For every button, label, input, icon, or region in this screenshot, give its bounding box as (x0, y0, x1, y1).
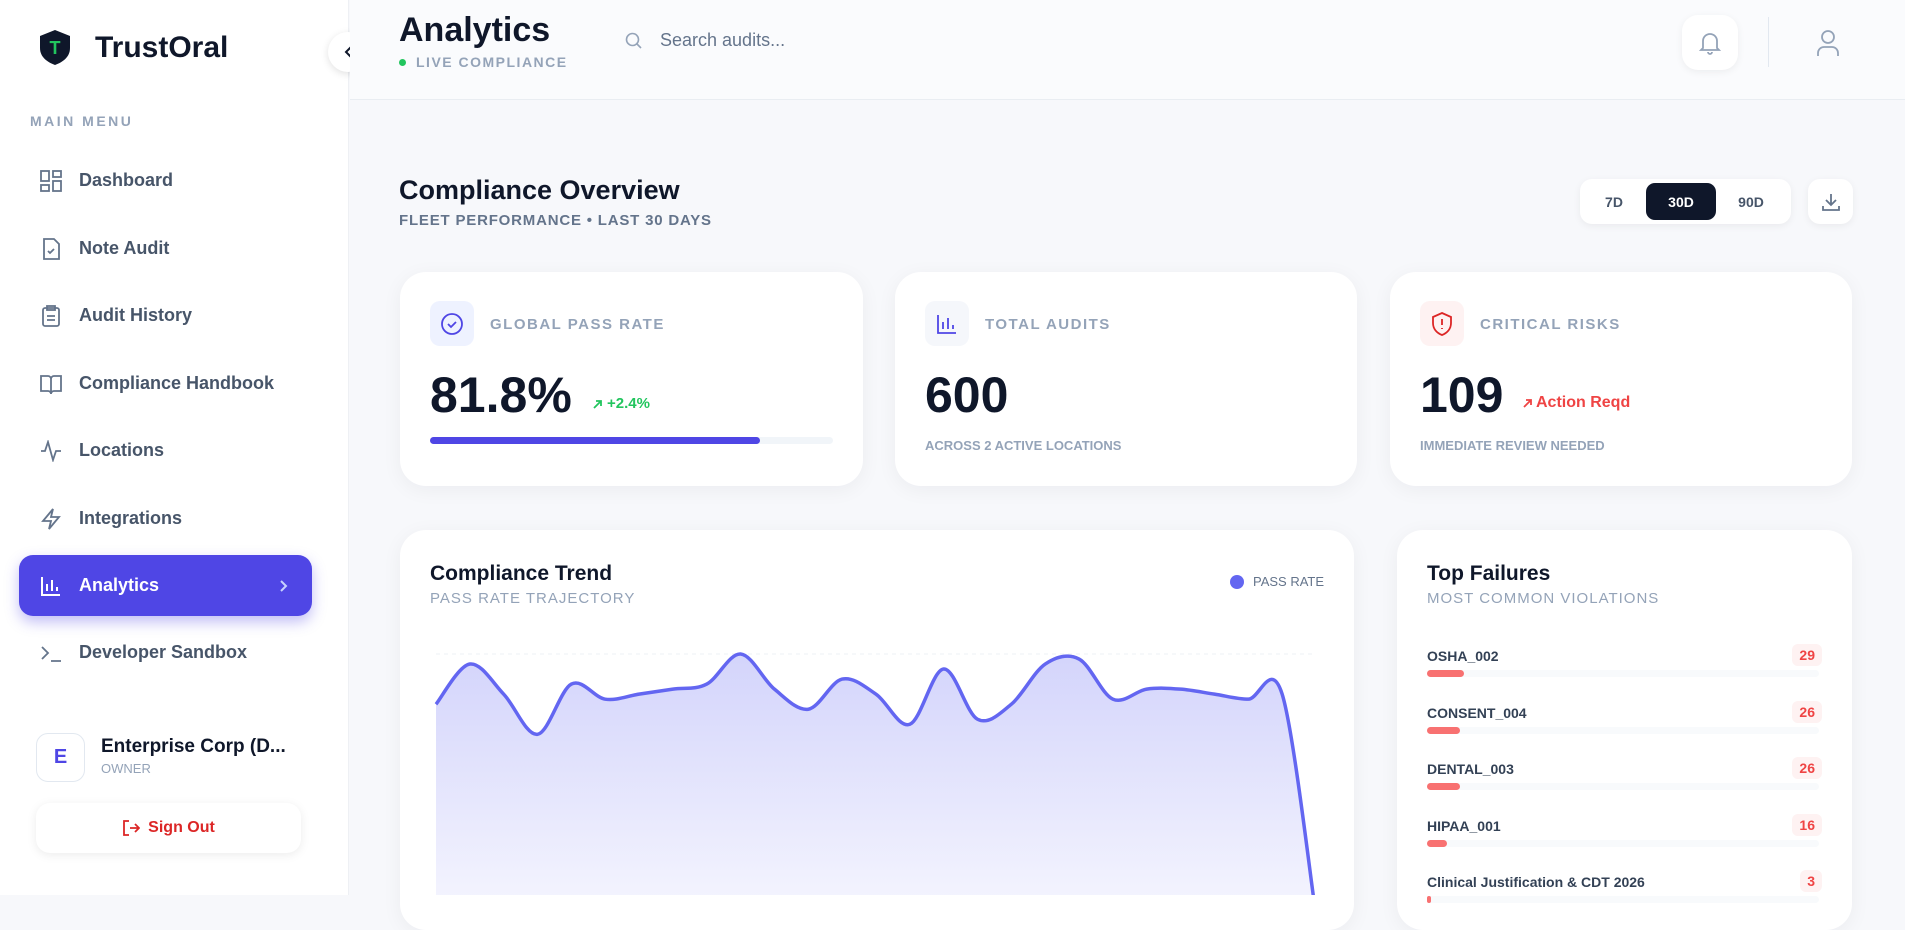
stat-icon (925, 301, 969, 346)
delta-text: Action Reqd (1536, 394, 1631, 411)
card-title: Top Failures (1427, 562, 1551, 585)
failure-bar (1427, 726, 1461, 734)
stat-card: GLOBAL PASS RATE 81.8% +2.4% (400, 272, 863, 486)
card-subtitle: PASS RATE TRAJECTORY (430, 590, 636, 607)
brand: TrustOral (95, 31, 229, 64)
progress-fill (430, 437, 760, 444)
menu-item[interactable]: Audit History (19, 285, 312, 346)
range-option-active[interactable]: 30D (1646, 183, 1716, 220)
failures-card: Top Failures MOST COMMON VIOLATIONS OSHA… (1397, 530, 1852, 930)
legend: PASS RATE (1230, 574, 1324, 589)
range-selector: 7D 30D 90D (1580, 179, 1791, 224)
failure-count: 26 (1792, 700, 1822, 723)
svg-text:T: T (50, 38, 61, 58)
trend-card: Compliance Trend PASS RATE TRAJECTORY PA… (400, 530, 1354, 930)
failure-name: DENTAL_003 (1427, 761, 1514, 777)
stat-label: TOTAL AUDITS (985, 316, 1111, 333)
stat-delta: Action Reqd (1522, 394, 1630, 412)
failure-track (1427, 783, 1819, 790)
menu-item[interactable]: Note Audit (19, 218, 312, 279)
stat-label: GLOBAL PASS RATE (490, 316, 665, 333)
failure-count: 29 (1792, 644, 1822, 666)
stat-card: CRITICAL RISKS 109 Action Reqd IMMEDIATE… (1390, 272, 1852, 486)
stat-icon (1420, 301, 1464, 346)
section-title: Compliance Overview (399, 175, 680, 205)
menu-item-active[interactable]: Analytics (19, 555, 312, 616)
menu-text: Integrations (79, 508, 183, 528)
user-role: OWNER (101, 761, 151, 776)
card-subtitle: MOST COMMON VIOLATIONS (1427, 590, 1660, 607)
failure-name: Clinical Justification & CDT 2026 (1427, 874, 1645, 890)
failure-track (1427, 670, 1819, 677)
stat-value: 81.8% (430, 367, 572, 423)
stat-card: TOTAL AUDITS 600 ACROSS 2 ACTIVE LOCATIO… (895, 272, 1357, 486)
search-icon (625, 32, 642, 49)
profile-button[interactable] (1800, 15, 1856, 70)
trend-chart (434, 652, 1316, 895)
stat-value: 600 (925, 367, 1009, 423)
menu-text: Note Audit (79, 238, 170, 258)
legend-swatch (1230, 574, 1244, 589)
sign-out-button[interactable]: Sign Out (36, 803, 301, 853)
logo: T (40, 30, 70, 65)
failure-track (1427, 896, 1819, 903)
progress-track (430, 437, 833, 444)
failure-name: HIPAA_001 (1427, 817, 1501, 834)
failure-bar (1427, 783, 1461, 790)
failure-bar (1427, 839, 1448, 847)
legend-text: PASS RATE (1253, 574, 1325, 589)
failure-name: OSHA_002 (1427, 648, 1499, 664)
trend-line (434, 652, 1315, 895)
sidebar: T TrustOral MAIN MENU Dashboard Note Aud… (0, 0, 349, 895)
failure-count: 3 (1800, 870, 1822, 892)
stat-note: IMMEDIATE REVIEW NEEDED (1420, 438, 1605, 453)
failure-track (1427, 726, 1819, 734)
delta-text: +2.4% (607, 395, 650, 412)
header (350, 0, 1905, 100)
failure-count: 16 (1792, 813, 1822, 836)
menu-text: Analytics (79, 575, 160, 595)
page-title: Analytics (399, 11, 551, 49)
search-input[interactable]: Search audits... (660, 30, 786, 50)
menu-item[interactable]: Integrations (19, 488, 312, 549)
user-name: Enterprise Corp (D... (101, 736, 286, 757)
section-subtitle: FLEET PERFORMANCE • LAST 30 DAYS (399, 212, 712, 229)
stat-note: ACROSS 2 ACTIVE LOCATIONS (925, 438, 1122, 453)
menu-text: Locations (79, 440, 165, 460)
failure-track (1427, 839, 1819, 847)
download-button[interactable] (1808, 179, 1853, 224)
status-text: LIVE COMPLIANCE (416, 54, 568, 70)
menu-text: Dashboard (79, 170, 174, 190)
menu-item[interactable]: Locations (19, 420, 312, 481)
sign-out-text: Sign Out (148, 819, 215, 836)
stat-icon (430, 301, 474, 346)
failure-count: 26 (1792, 757, 1822, 779)
failure-bar (1427, 670, 1464, 677)
menu-text: Compliance Handbook (79, 373, 275, 393)
menu-text: Audit History (79, 305, 193, 325)
card-title: Compliance Trend (430, 562, 613, 585)
failure-bar (1427, 896, 1431, 903)
menu-text: Developer Sandbox (79, 642, 248, 662)
divider (1768, 17, 1769, 67)
failure-name: CONSENT_004 (1427, 704, 1527, 721)
live-status: LIVE COMPLIANCE (399, 54, 568, 70)
menu-item[interactable]: Developer Sandbox (19, 622, 312, 683)
stat-label: CRITICAL RISKS (1480, 316, 1621, 333)
menu-label: MAIN MENU (30, 113, 134, 129)
menu-item[interactable]: Compliance Handbook (19, 353, 312, 414)
avatar: E (36, 733, 85, 782)
page: T TrustOral MAIN MENU Dashboard Note Aud… (0, 0, 1905, 903)
range-option[interactable]: 90D (1738, 193, 1764, 210)
stat-delta: +2.4% (592, 395, 650, 412)
notifications-button[interactable] (1682, 15, 1738, 70)
menu-item[interactable]: Dashboard (19, 150, 312, 211)
trend-area (436, 653, 1314, 895)
stat-value: 109 (1420, 367, 1504, 423)
range-option[interactable]: 7D (1605, 193, 1623, 210)
